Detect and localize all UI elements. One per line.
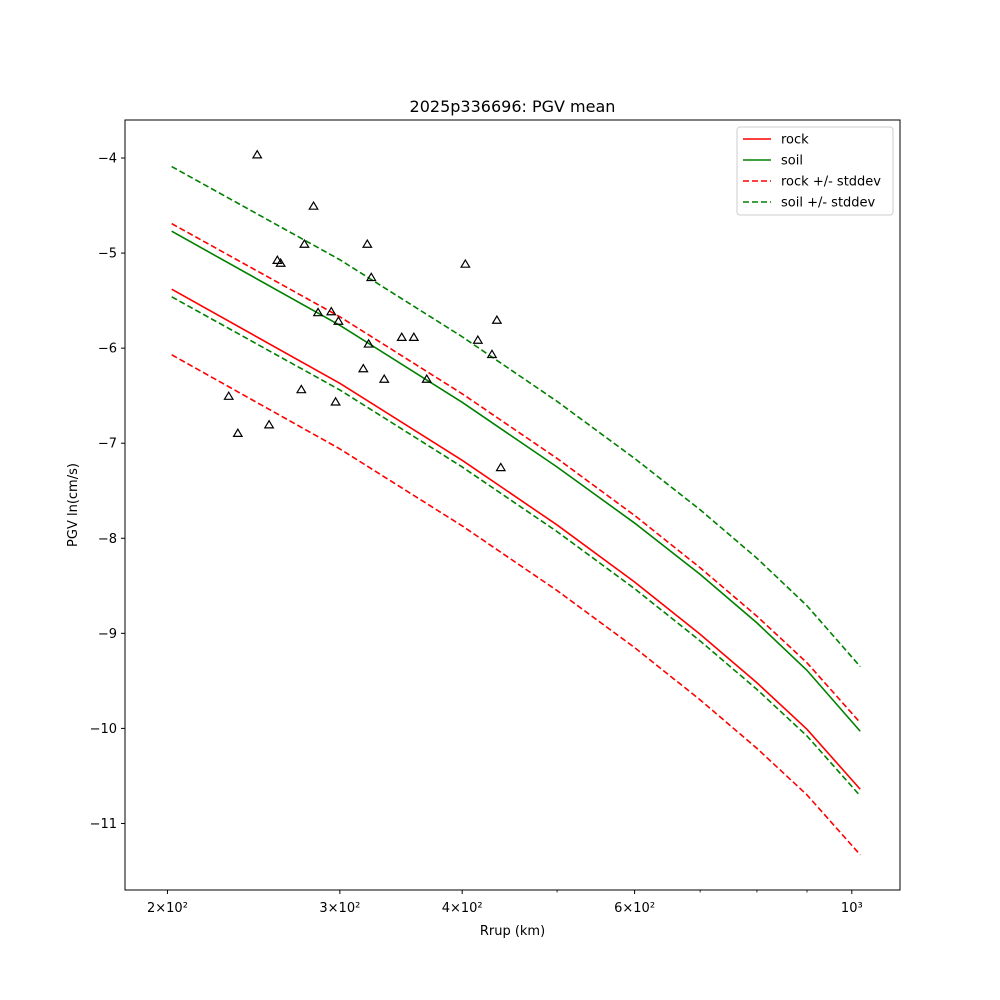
observations-layer <box>223 149 507 472</box>
observation-point <box>378 373 390 383</box>
observation-point <box>363 338 374 348</box>
legend: rock soil rock +/- stddev soil +/- stddev <box>736 126 894 216</box>
series-line-rock-stddev <box>171 222 861 724</box>
observation-point <box>408 332 420 341</box>
observation-point <box>472 334 484 344</box>
legend-label: soil <box>781 154 803 169</box>
observation-point <box>308 200 319 210</box>
observation-point <box>460 258 471 268</box>
chart-title: 2025p336696: PGV mean <box>410 97 616 116</box>
observation-point <box>396 332 408 341</box>
observation-point <box>275 257 286 267</box>
x-axis-label: Rrup (km) <box>480 924 545 939</box>
observation-point <box>330 396 341 406</box>
series-line-soil <box>171 230 861 732</box>
x-tick-label: 6×10² <box>614 901 655 916</box>
observation-point <box>486 349 498 359</box>
y-tick-label: −5 <box>98 247 117 262</box>
observation-point <box>361 238 373 248</box>
y-tick-label: −8 <box>98 532 117 547</box>
y-tick-label: −6 <box>98 342 117 357</box>
series-line-stddev-lower <box>171 354 861 856</box>
y-tick-label: −9 <box>98 627 117 642</box>
y-axis-label: PGV ln(cm/s) <box>66 463 81 547</box>
series-layer <box>171 165 861 856</box>
observation-point <box>223 390 235 400</box>
y-tick-label: −10 <box>90 722 117 737</box>
y-tick-label: −4 <box>98 152 117 167</box>
observation-point <box>495 462 507 472</box>
y-tick-label: −11 <box>90 817 117 832</box>
legend-frame <box>736 126 894 216</box>
x-tick-label: 2×10² <box>147 901 188 916</box>
x-tick-label: 3×10² <box>319 901 360 916</box>
series-line-stddev-lower <box>171 296 861 797</box>
observation-point <box>333 315 344 325</box>
observation-point <box>312 307 324 317</box>
observation-point <box>299 238 310 248</box>
series-line-rock <box>171 288 861 790</box>
observation-point <box>325 306 337 316</box>
observation-point <box>365 272 377 282</box>
observation-point <box>421 373 433 383</box>
observation-point <box>295 384 307 394</box>
observation-point <box>232 428 244 437</box>
legend-label: rock +/- stddev <box>781 175 881 190</box>
x-tick-label: 4×10² <box>442 901 483 916</box>
observation-point <box>491 314 503 324</box>
x-axis: 2×10² 3×10² 4×10² 6×10² 10³ <box>147 890 863 916</box>
observation-point <box>251 149 263 159</box>
x-tick-label: 10³ <box>841 901 863 916</box>
y-axis: −4 −5 −6 −7 −8 −9 −10 −11 <box>90 152 125 832</box>
legend-label: rock <box>781 133 809 148</box>
observation-point <box>263 419 275 429</box>
y-tick-label: −7 <box>98 437 117 452</box>
observation-point <box>357 363 369 373</box>
legend-label: soil +/- stddev <box>781 196 876 211</box>
series-line-soil-stddev <box>171 165 861 668</box>
plot-area <box>171 149 861 856</box>
plot-frame <box>124 119 901 891</box>
